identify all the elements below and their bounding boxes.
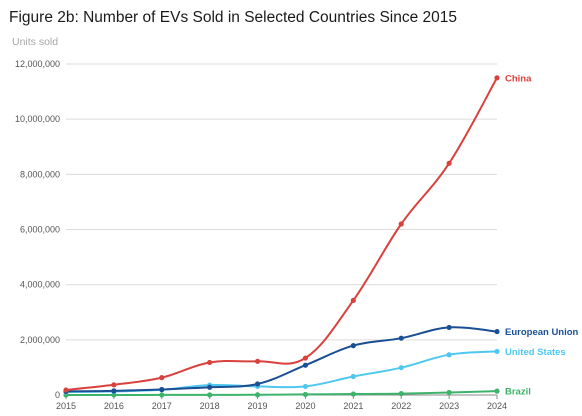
y-tick-label: 6,000,000 xyxy=(20,225,60,235)
y-tick-label: 10,000,000 xyxy=(15,114,60,124)
x-tick-label: 2019 xyxy=(248,401,268,411)
data-point-brazil xyxy=(159,392,165,398)
data-point-united-states xyxy=(350,373,356,380)
data-point-european-union xyxy=(350,343,356,349)
data-point-european-union xyxy=(302,362,309,368)
series-label-china: China xyxy=(505,73,532,84)
data-point-china xyxy=(159,375,165,381)
series-line-european-union xyxy=(65,326,498,393)
data-point-china xyxy=(398,221,404,227)
y-tick-label: 2,000,000 xyxy=(20,335,60,345)
y-tick-label: 4,000,000 xyxy=(20,280,60,290)
data-point-china xyxy=(494,75,500,81)
data-point-united-states xyxy=(446,352,452,358)
data-point-european-union xyxy=(207,384,213,390)
data-point-china xyxy=(111,382,117,388)
series-line-united-states xyxy=(65,350,498,393)
data-point-european-union xyxy=(398,335,404,341)
data-point-united-states xyxy=(398,365,404,371)
data-point-brazil xyxy=(350,391,356,397)
data-point-brazil xyxy=(207,392,213,398)
data-point-european-union xyxy=(254,381,261,387)
x-tick-label: 2016 xyxy=(104,401,124,411)
x-tick-label: 2024 xyxy=(487,401,507,411)
series-lines xyxy=(63,75,500,398)
series-labels: China European Union United States Brazil xyxy=(505,73,579,397)
series-label-united-states: United States xyxy=(505,347,566,358)
data-point-european-union xyxy=(494,328,500,335)
data-point-united-states xyxy=(494,348,500,355)
x-tick-label: 2023 xyxy=(439,401,459,411)
y-tick-label: 0 xyxy=(55,390,60,400)
x-tick-label: 2020 xyxy=(295,401,315,411)
data-point-china xyxy=(207,359,213,366)
y-tick-label: 8,000,000 xyxy=(20,169,60,179)
data-point-brazil xyxy=(398,391,404,397)
data-point-china xyxy=(446,160,452,166)
x-tick-label: 2022 xyxy=(391,401,411,411)
series-line-china xyxy=(65,76,498,391)
x-tick-label: 2017 xyxy=(152,401,172,411)
data-point-china xyxy=(350,297,356,303)
data-point-european-union xyxy=(446,324,452,331)
series-line-brazil xyxy=(65,390,498,396)
data-point-brazil xyxy=(446,389,452,396)
x-axis-ticks: 2015 2016 2017 2018 2019 2020 2021 2022 2023 2024 xyxy=(56,395,507,411)
chart-title: Figure 2b: Number of EVs Sold in Selecte… xyxy=(9,9,457,26)
x-tick-label: 2018 xyxy=(200,401,220,411)
y-axis-unit-label: Units sold xyxy=(12,36,58,48)
series-label-brazil: Brazil xyxy=(505,387,531,398)
y-tick-label: 12,000,000 xyxy=(15,59,60,69)
data-point-brazil xyxy=(254,392,261,398)
series-label-european-union: European Union xyxy=(505,327,579,338)
data-point-china xyxy=(254,358,261,364)
data-point-european-union xyxy=(111,388,117,394)
x-tick-label: 2021 xyxy=(343,401,363,411)
data-point-united-states xyxy=(302,383,309,390)
y-axis-ticks: 0 2,000,000 4,000,000 6,000,000 8,000,000 10,… xyxy=(15,59,60,400)
data-point-china xyxy=(302,355,309,361)
data-point-china xyxy=(63,387,69,393)
gridlines xyxy=(66,63,497,396)
data-point-brazil xyxy=(302,391,309,398)
data-point-european-union xyxy=(159,386,165,393)
data-point-brazil xyxy=(494,388,500,394)
x-tick-label: 2015 xyxy=(56,401,76,411)
